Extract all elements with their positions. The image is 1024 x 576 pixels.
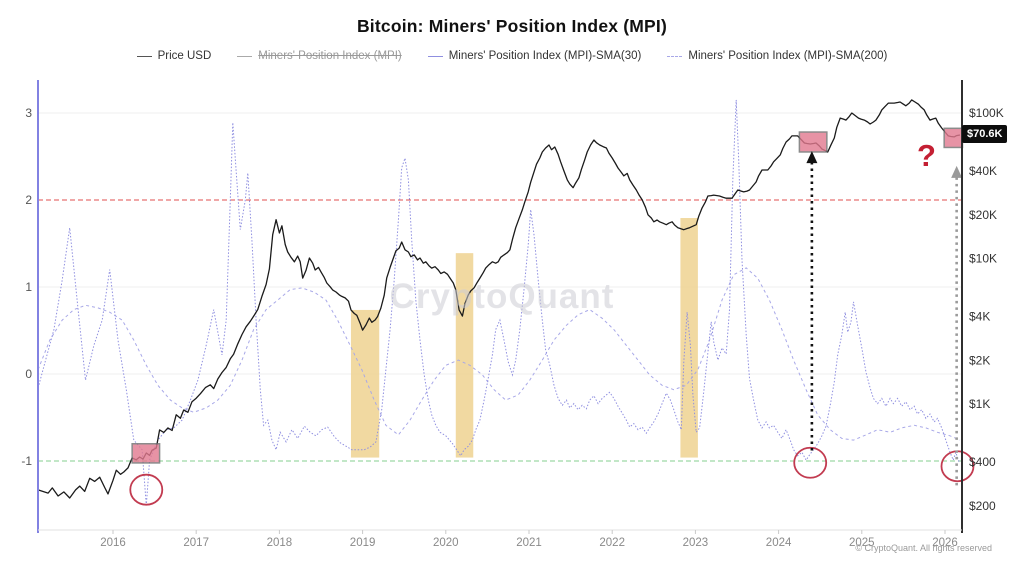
highlight-bar <box>350 309 380 458</box>
x-tick-label: 2020 <box>433 537 459 549</box>
y-right-tick-label: $400 <box>969 455 996 469</box>
series-mpi-sma200 <box>37 267 961 441</box>
legend-label: Miners' Position Index (MPI)-SMA(30) <box>448 50 642 62</box>
legend: Price USD Miners' Position Index (MPI) M… <box>0 50 1024 62</box>
legend-item-mpi[interactable]: Miners' Position Index (MPI) <box>237 50 402 62</box>
y-left-tick-label: 2 <box>25 193 32 207</box>
x-tick-label: 2017 <box>183 537 209 549</box>
x-tick-label: 2019 <box>350 537 376 549</box>
legend-label: Miners' Position Index (MPI) <box>258 50 402 62</box>
watermark: CryptoQuant <box>389 277 615 316</box>
highlight-box <box>131 443 161 464</box>
y-left-tick-label: -1 <box>21 454 32 468</box>
line-swatch-icon <box>136 55 152 57</box>
legend-label: Price USD <box>157 50 212 62</box>
x-tick-label: 2016 <box>100 537 126 549</box>
x-tick-label: 2021 <box>516 537 542 549</box>
x-tick-label: 2023 <box>683 537 709 549</box>
y-right-tick-label: $2K <box>969 353 990 367</box>
y-right-tick-label: $200 <box>969 499 996 513</box>
y-left-tick-label: 1 <box>25 280 32 294</box>
y-right-tick-label: $40K <box>969 164 997 178</box>
line-swatch-icon <box>667 55 683 57</box>
x-tick-label: 2022 <box>599 537 625 549</box>
highlight-box <box>943 127 964 149</box>
y-left-tick-label: 0 <box>25 367 32 381</box>
x-tick-label: 2024 <box>766 537 792 549</box>
y-right-tick-label: $20K <box>969 208 997 222</box>
highlight-box <box>798 131 828 153</box>
page-title: Bitcoin: Miners' Position Index (MPI) <box>356 16 668 36</box>
last-price-badge: $70.6K <box>962 125 1008 143</box>
highlight-bar <box>455 253 474 458</box>
legend-item-mpi-sma30[interactable]: Miners' Position Index (MPI)-SMA(30) <box>427 50 642 62</box>
x-tick-label: 2018 <box>267 537 293 549</box>
y-right-tick-label: $10K <box>969 252 997 266</box>
series-mpi-sma30 <box>37 99 960 506</box>
legend-item-mpi-sma200[interactable]: Miners' Position Index (MPI)-SMA(200) <box>667 50 887 62</box>
legend-item-price-usd[interactable]: Price USD <box>136 50 212 62</box>
line-swatch-icon <box>237 55 253 57</box>
y-right-tick-label: $1K <box>969 397 990 411</box>
question-mark-annotation: ? <box>917 138 936 173</box>
arrow-up-icon <box>951 165 963 178</box>
circle-annotation <box>129 473 164 506</box>
y-right-tick-label: $100K <box>969 106 1004 120</box>
legend-label: Miners' Position Index (MPI)-SMA(200) <box>688 50 888 62</box>
arrow-up-icon <box>806 151 818 164</box>
copyright-footer: © CryptoQuant. All rights reserved <box>855 543 992 553</box>
circle-annotation <box>793 446 828 479</box>
y-right-tick-label: $4K <box>969 310 990 324</box>
y-left-tick-label: 3 <box>25 106 32 120</box>
x-tick-label: 2025 <box>849 537 875 549</box>
x-tick-label: 2026 <box>932 537 958 549</box>
line-swatch-icon <box>427 55 443 57</box>
